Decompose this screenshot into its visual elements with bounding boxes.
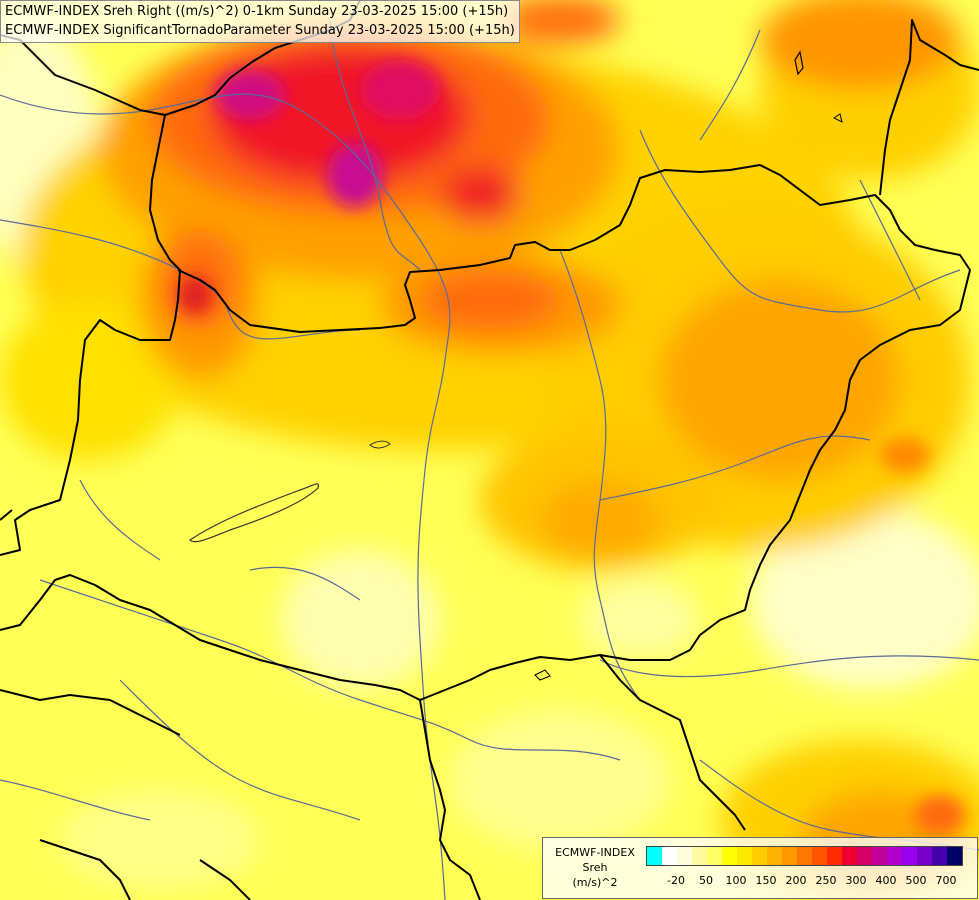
legend-swatch	[662, 847, 677, 865]
map-title-line-1: ECMWF-INDEX Sreh Right ((m/s)^2) 0-1km S…	[5, 4, 509, 19]
legend-tick-label: 200	[785, 874, 807, 887]
legend-swatch	[842, 847, 857, 865]
legend-swatch	[902, 847, 917, 865]
color-legend: ECMWF-INDEX Sreh (m/s)^2 -20 50 100 150 200 2…	[542, 837, 978, 899]
legend-swatch	[932, 847, 947, 865]
lake-east	[794, 50, 804, 76]
field-peaks	[177, 60, 965, 835]
legend-swatch	[692, 847, 707, 865]
legend-swatch	[707, 847, 722, 865]
legend-swatch	[872, 847, 887, 865]
legend-swatch	[782, 847, 797, 865]
map-title-box: ECMWF-INDEX Sreh Right ((m/s)^2) 0-1km S…	[0, 0, 520, 43]
legend-swatch	[677, 847, 692, 865]
legend-swatch	[827, 847, 842, 865]
legend-tick-label: 400	[875, 874, 897, 887]
legend-tick-label: 300	[845, 874, 867, 887]
legend-swatch	[647, 847, 662, 865]
legend-tick-label: 150	[755, 874, 777, 887]
legend-title: ECMWF-INDEX Sreh (m/s)^2	[547, 845, 643, 890]
lake-outline	[189, 483, 320, 543]
islet-east	[833, 113, 843, 123]
legend-swatch	[917, 847, 932, 865]
legend-swatch	[887, 847, 902, 865]
legend-title-line-3: (m/s)^2	[572, 876, 618, 889]
legend-tick-label: 50	[699, 874, 713, 887]
legend-swatch	[797, 847, 812, 865]
legend-tick-label: 250	[815, 874, 837, 887]
legend-title-line-1: ECMWF-INDEX	[555, 846, 635, 859]
legend-color-scale	[646, 846, 963, 866]
legend-swatch	[857, 847, 872, 865]
map-title-line-2: ECMWF-INDEX SignificantTornadoParameter …	[5, 23, 515, 38]
legend-tick-label: 700	[935, 874, 957, 887]
islet-south	[534, 669, 551, 681]
legend-tick-label: 500	[905, 874, 927, 887]
lake-small	[369, 440, 391, 449]
legend-swatch	[752, 847, 767, 865]
legend-tick-label: -20	[667, 874, 685, 887]
legend-tick-label: 100	[725, 874, 747, 887]
legend-swatch	[947, 847, 962, 865]
legend-swatch	[767, 847, 782, 865]
legend-swatch	[737, 847, 752, 865]
legend-tick-labels: -20 50 100 150 200 250 300 400 500 700	[646, 874, 976, 890]
legend-title-line-2: Sreh	[582, 861, 608, 874]
legend-swatch	[812, 847, 827, 865]
legend-swatch	[722, 847, 737, 865]
